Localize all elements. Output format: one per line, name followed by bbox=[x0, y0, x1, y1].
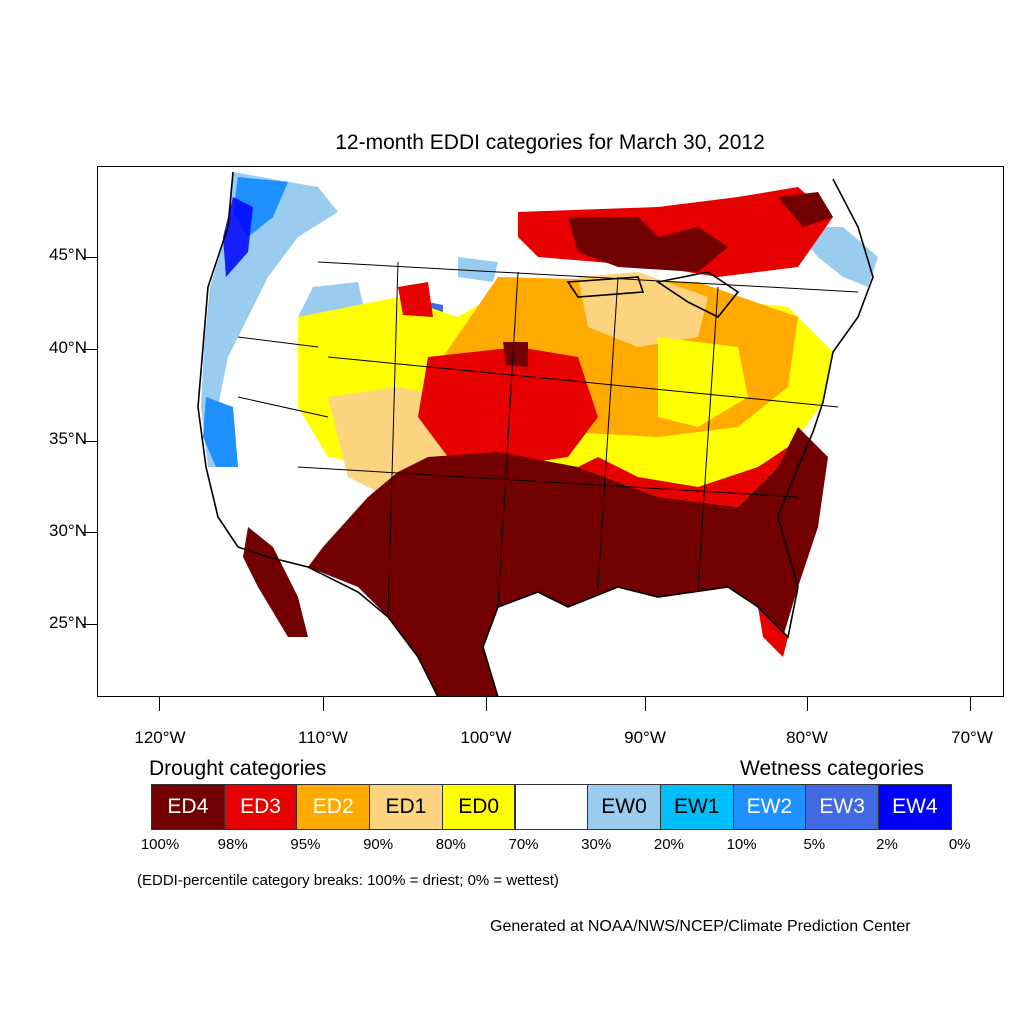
drought-categories-heading: Drought categories bbox=[149, 757, 327, 780]
break-label: 70% bbox=[508, 836, 539, 853]
break-label: 98% bbox=[217, 836, 248, 853]
lon-label-80: 80°W bbox=[786, 728, 828, 747]
lon-tick-90 bbox=[645, 697, 646, 711]
map-panel bbox=[97, 166, 1004, 697]
legend-swatch-ed1: ED1 bbox=[369, 784, 443, 830]
legend-swatch-ew4: EW4 bbox=[878, 784, 952, 830]
lon-label-70: 70°W bbox=[951, 728, 993, 747]
wetness-categories-heading: Wetness categories bbox=[740, 757, 925, 780]
conus-category-fill bbox=[198, 172, 878, 696]
lat-label-35: 35°N bbox=[49, 429, 87, 448]
break-label: 100% bbox=[140, 836, 180, 853]
lat-tick-25 bbox=[83, 624, 97, 625]
lon-label-110: 110°W bbox=[298, 728, 348, 747]
legend-swatch-ed3: ED3 bbox=[223, 784, 298, 830]
lat-tick-30 bbox=[83, 532, 97, 533]
lat-tick-40 bbox=[83, 349, 97, 350]
legend-swatch-ew2: EW2 bbox=[732, 784, 807, 830]
lat-label-30: 30°N bbox=[49, 521, 87, 540]
legend-swatch-ew0: EW0 bbox=[587, 784, 661, 830]
legend-swatch-ew3: EW3 bbox=[805, 784, 879, 830]
break-label: 10% bbox=[726, 836, 757, 853]
legend-swatch-ed0: ED0 bbox=[441, 784, 516, 830]
eddi-map bbox=[197, 171, 878, 696]
break-label: 5% bbox=[803, 836, 826, 853]
lon-tick-110 bbox=[323, 697, 324, 711]
lon-tick-120 bbox=[159, 697, 160, 711]
lon-label-120: 120°W bbox=[134, 728, 186, 747]
lon-tick-70 bbox=[970, 697, 971, 711]
lat-label-25: 25°N bbox=[49, 613, 87, 632]
legend-swatch-ed2: ED2 bbox=[296, 784, 371, 830]
map-title: 12-month EDDI categories for March 30, 2… bbox=[335, 131, 765, 154]
lon-tick-100 bbox=[486, 697, 487, 711]
lon-label-100: 100°W bbox=[460, 728, 512, 747]
lon-tick-80 bbox=[807, 697, 808, 711]
break-label: 90% bbox=[363, 836, 394, 853]
lon-label-90: 90°W bbox=[624, 728, 666, 747]
lat-label-40: 40°N bbox=[49, 338, 87, 357]
legend-swatch-neutral bbox=[514, 784, 589, 830]
break-label: 80% bbox=[435, 836, 466, 853]
break-label: 30% bbox=[581, 836, 612, 853]
lat-label-45: 45°N bbox=[49, 245, 87, 264]
lat-tick-45 bbox=[83, 257, 97, 258]
lat-tick-35 bbox=[83, 441, 97, 442]
coastlines bbox=[197, 171, 874, 696]
break-label: 20% bbox=[653, 836, 684, 853]
legend-swatch-ew1: EW1 bbox=[659, 784, 734, 830]
state-boundaries bbox=[237, 261, 859, 618]
break-label: 95% bbox=[290, 836, 321, 853]
category-break-note: (EDDI-percentile category breaks: 100% =… bbox=[137, 872, 559, 889]
legend-swatch-ed4: ED4 bbox=[151, 784, 225, 830]
credit-line: Generated at NOAA/NWS/NCEP/Climate Predi… bbox=[490, 918, 911, 935]
break-label: 0% bbox=[948, 836, 971, 853]
break-label: 2% bbox=[876, 836, 898, 853]
